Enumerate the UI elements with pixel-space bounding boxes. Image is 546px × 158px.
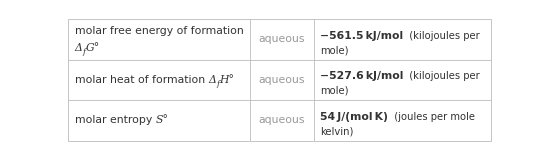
Text: Δ: Δ (208, 75, 216, 85)
Text: Δ: Δ (75, 43, 82, 53)
Text: −561.5 kJ/mol: −561.5 kJ/mol (320, 31, 403, 41)
Text: (kilojoules per: (kilojoules per (403, 71, 480, 81)
Text: 54 J/(mol K): 54 J/(mol K) (320, 112, 388, 122)
Text: (joules per mole: (joules per mole (388, 112, 475, 122)
Text: G°: G° (86, 43, 100, 53)
Text: f: f (82, 44, 86, 52)
Text: molar heat of formation: molar heat of formation (75, 75, 208, 85)
Text: (kilojoules per: (kilojoules per (403, 31, 480, 41)
Text: −527.6 kJ/mol: −527.6 kJ/mol (320, 71, 403, 81)
Text: f: f (216, 80, 219, 88)
Text: molar entropy: molar entropy (75, 115, 156, 125)
Text: Δ: Δ (208, 75, 216, 85)
Text: Δ: Δ (75, 43, 82, 53)
Text: mole): mole) (320, 45, 348, 55)
Text: aqueous: aqueous (259, 75, 305, 85)
Text: kelvin): kelvin) (320, 126, 353, 136)
Text: f: f (82, 48, 86, 56)
Text: aqueous: aqueous (259, 34, 305, 44)
Text: molar free energy of formation: molar free energy of formation (75, 26, 244, 36)
Text: f: f (216, 76, 219, 84)
Text: H°: H° (219, 75, 234, 85)
Text: S°: S° (156, 115, 168, 125)
Text: aqueous: aqueous (259, 115, 305, 125)
Text: mole): mole) (320, 86, 348, 96)
